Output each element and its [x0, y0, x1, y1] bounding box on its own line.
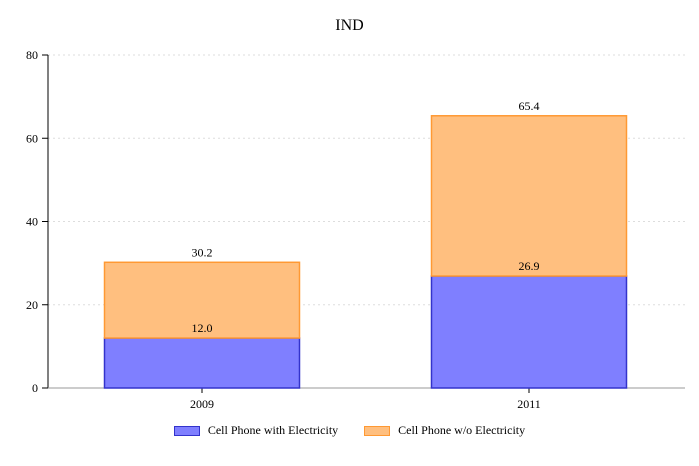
y-tick-label: 40 — [26, 215, 38, 229]
legend-swatch-without-electricity — [364, 425, 391, 436]
x-tick-label: 2009 — [190, 397, 214, 411]
legend-item-with-electricity[interactable]: Cell Phone with Electricity — [173, 423, 339, 438]
bar-segment-with-electricity — [103, 337, 301, 389]
data-label: 12.0 — [192, 321, 213, 335]
x-tick-label: 2011 — [517, 397, 541, 411]
legend-swatch-with-electricity — [173, 425, 200, 436]
bar-segment-with-electricity — [430, 275, 628, 389]
data-label: 26.9 — [519, 259, 540, 273]
y-tick-label: 60 — [26, 131, 38, 145]
legend-label-with-electricity: Cell Phone with Electricity — [207, 423, 339, 437]
legend-item-without-electricity[interactable]: Cell Phone w/o Electricity — [364, 423, 525, 438]
data-label: 65.4 — [519, 99, 540, 113]
chart-title: IND — [335, 17, 364, 34]
legend-label-without-electricity: Cell Phone w/o Electricity — [398, 423, 526, 437]
y-tick-label: 80 — [26, 48, 38, 62]
data-label: 30.2 — [192, 245, 213, 259]
bar-segment-without-electricity — [103, 261, 301, 339]
y-tick-label: 0 — [32, 381, 38, 395]
legend: Cell Phone with Electricity Cell Phone w… — [0, 423, 699, 438]
y-tick-label: 20 — [26, 298, 38, 312]
bar-segment-without-electricity — [430, 115, 628, 277]
